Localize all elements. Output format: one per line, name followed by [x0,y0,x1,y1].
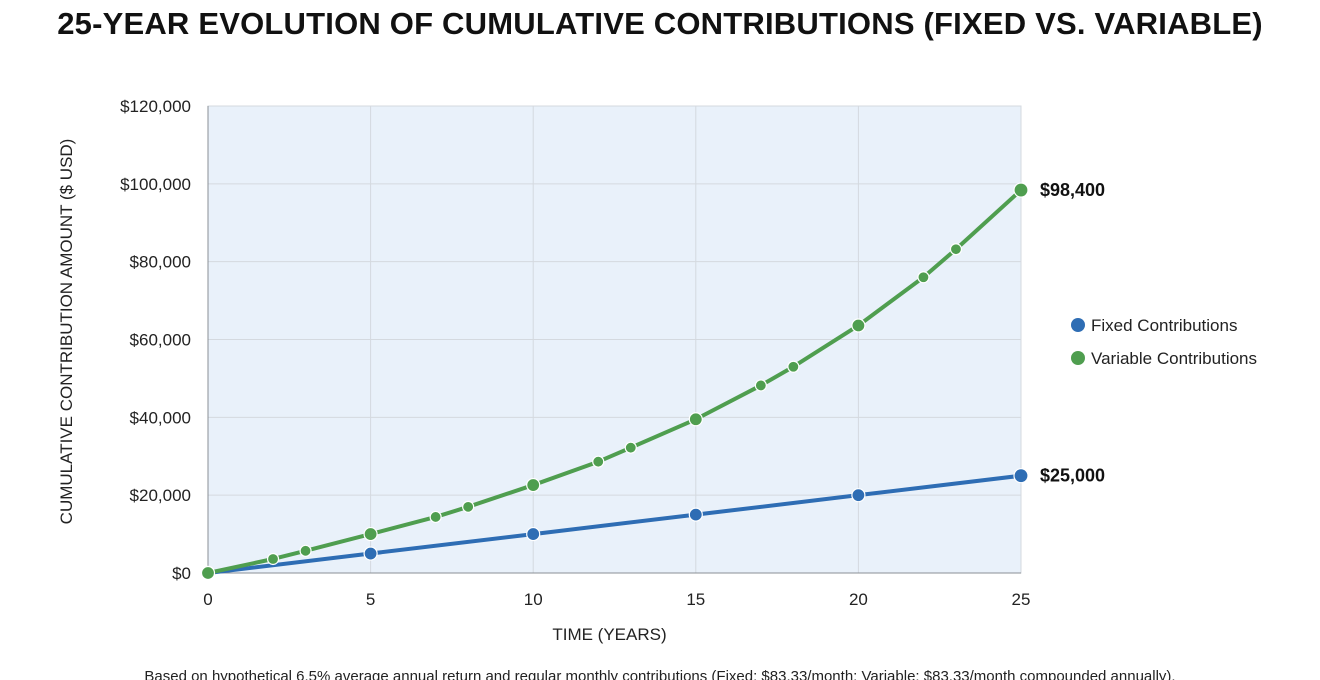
variable-contributions-legend-marker [1071,351,1085,365]
variable-contributions-point [754,379,767,392]
variable-contributions-point [363,526,378,542]
y-tick-label: $100,000 [120,175,191,194]
x-tick-label: 20 [849,590,868,609]
fixed-contributions-end-label: $25,000 [1040,466,1105,486]
fixed-contributions-point [526,526,541,542]
variable-contributions-line [206,188,1023,575]
variable-contributions-point [624,441,637,454]
variable-contributions-point [299,544,312,557]
fixed-contributions-point [688,507,703,522]
x-axis-title: TIME (YEARS) [552,625,666,644]
variable-contributions-point [851,318,866,333]
variable-contributions-point [688,412,703,427]
variable-contributions-point [917,271,930,284]
x-tick-label: 10 [524,590,543,609]
fixed-contributions-line [206,473,1023,575]
y-tick-label: $20,000 [130,486,191,505]
legend: Fixed Contributions Variable Contribution… [1071,316,1257,368]
variable-contributions-point [1013,182,1029,198]
y-axis-title: CUMULATIVE CONTRIBUTION AMOUNT ($ USD) [57,139,76,525]
fixed-contributions-legend-label: Fixed Contributions [1091,316,1237,335]
variable-contributions-point [592,455,605,468]
variable-contributions-end-label: $98,400 [1040,180,1105,200]
y-tick-label: $40,000 [130,408,191,427]
y-tick-label: $120,000 [120,97,191,116]
footnote: Based on hypothetical 6.5% average annua… [144,668,1176,680]
y-tick-label: $80,000 [130,253,191,272]
chart-title: 25-YEAR EVOLUTION OF CUMULATIVE CONTRIBU… [57,6,1263,41]
x-tick-label: 15 [686,590,705,609]
fixed-contributions-point [851,488,866,503]
y-tick-label: $60,000 [130,331,191,350]
data-series [200,182,1029,581]
variable-contributions-point [526,477,541,493]
data-labels: $25,000 $98,400 [1040,180,1105,486]
x-tick-label: 5 [366,590,375,609]
variable-contributions-point [949,243,963,256]
x-tick-label: 25 [1012,590,1031,609]
variable-contributions-point [200,565,216,581]
variable-contributions-point [462,500,475,513]
fixed-contributions-point [363,546,378,561]
variable-contributions-point [787,360,800,373]
x-tick-label: 0 [203,590,212,609]
fixed-contributions-legend-marker [1071,318,1085,332]
variable-contributions-point [429,510,442,524]
variable-contributions-legend-label: Variable Contributions [1091,349,1257,368]
y-tick-label: $0 [172,564,191,583]
axes: $0 $20,000 $40,000 $60,000 $80,000 $100,000 $1… [57,97,1030,644]
fixed-contributions-point [1013,468,1029,484]
variable-contributions-point [266,552,280,566]
